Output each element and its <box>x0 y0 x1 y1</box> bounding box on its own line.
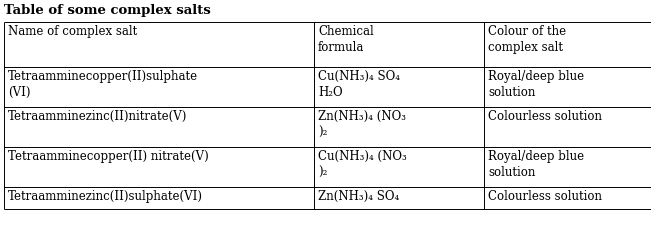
Text: Colourless solution: Colourless solution <box>488 110 602 123</box>
Text: Tetraamminecopper(II)sulphate
(VI): Tetraamminecopper(II)sulphate (VI) <box>8 70 198 99</box>
Text: Name of complex salt: Name of complex salt <box>8 25 137 38</box>
Text: Colourless solution: Colourless solution <box>488 190 602 203</box>
Text: Cu(NH₃)₄ (NO₃
)₂: Cu(NH₃)₄ (NO₃ )₂ <box>318 150 407 179</box>
Text: Tetraamminezinc(II)sulphate(VI): Tetraamminezinc(II)sulphate(VI) <box>8 190 203 203</box>
Text: Cu(NH₃)₄ SO₄
H₂O: Cu(NH₃)₄ SO₄ H₂O <box>318 70 400 99</box>
Text: Royal/deep blue
solution: Royal/deep blue solution <box>488 150 584 179</box>
Text: Tetraamminezinc(II)nitrate(V): Tetraamminezinc(II)nitrate(V) <box>8 110 187 123</box>
Text: Chemical
formula: Chemical formula <box>318 25 374 54</box>
Text: Zn(NH₃)₄ (NO₃
)₂: Zn(NH₃)₄ (NO₃ )₂ <box>318 110 406 139</box>
Text: Tetraamminecopper(II) nitrate(V): Tetraamminecopper(II) nitrate(V) <box>8 150 209 163</box>
Text: Table of some complex salts: Table of some complex salts <box>4 4 211 17</box>
Text: Zn(NH₃)₄ SO₄: Zn(NH₃)₄ SO₄ <box>318 190 399 203</box>
Text: Colour of the
complex salt: Colour of the complex salt <box>488 25 566 54</box>
Text: Royal/deep blue
solution: Royal/deep blue solution <box>488 70 584 99</box>
